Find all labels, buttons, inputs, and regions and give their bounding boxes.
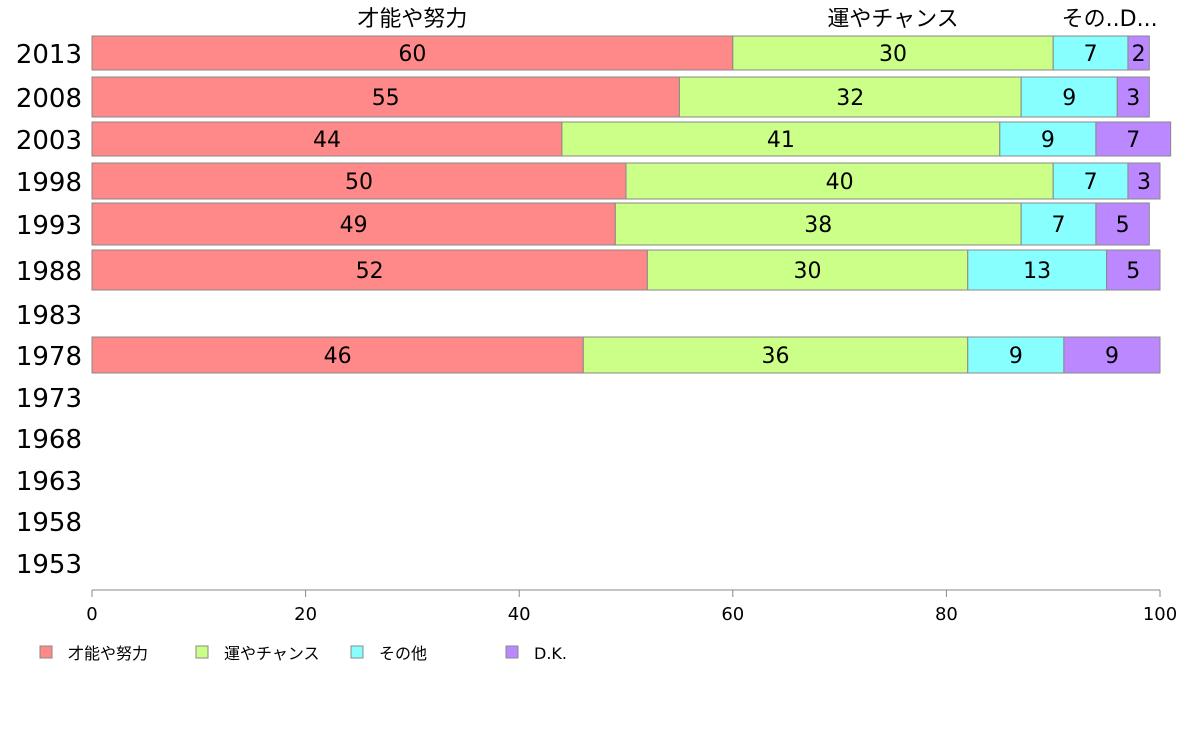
top-series-label: その.. [1062, 7, 1120, 32]
y-tick-label: 1998 [16, 168, 82, 198]
y-tick-label: 1973 [16, 384, 82, 414]
legend-swatch [505, 645, 519, 659]
data-label: 9 [1041, 128, 1055, 153]
bar-segment [1063, 336, 1161, 374]
legend-swatch [350, 645, 364, 659]
x-tick-label: 0 [86, 604, 97, 625]
data-label: 46 [324, 344, 352, 369]
data-label: 2 [1132, 42, 1146, 67]
data-label: 60 [398, 42, 426, 67]
data-label: 5 [1126, 259, 1140, 284]
data-label: 50 [345, 170, 373, 195]
y-axis-labels: 2013 2008 2003 1998 1993 1988 1983 1978 1973 1968… [16, 40, 82, 580]
top-series-label: 才能や努力 [357, 7, 467, 32]
bar-segment [1127, 162, 1161, 200]
bar-segment [91, 249, 648, 291]
y-tick-label: 1968 [16, 425, 82, 455]
legend-swatch [195, 645, 209, 659]
bar-segment [625, 162, 1054, 200]
bar-segment [91, 336, 584, 374]
y-tick-label: 2003 [16, 126, 82, 156]
bar-segment [91, 35, 734, 71]
data-label: 7 [1126, 128, 1140, 153]
data-label: 7 [1052, 213, 1066, 238]
data-label: 13 [1023, 259, 1051, 284]
data-label: 7 [1084, 170, 1098, 195]
bar-segment [91, 162, 627, 200]
y-tick-label: 1983 [16, 301, 82, 331]
data-label: 52 [356, 259, 384, 284]
legend-label: 才能や努力 [68, 644, 148, 663]
y-tick-label: 1978 [16, 342, 82, 372]
data-label: 32 [836, 86, 864, 111]
bar-segment [678, 76, 1022, 118]
legend-label: 運やチャンス [224, 644, 320, 663]
y-tick-label: 2008 [16, 84, 82, 114]
data-label: 40 [826, 170, 854, 195]
x-tick-label: 100 [1143, 604, 1177, 625]
x-tick-label: 80 [935, 604, 958, 625]
top-series-label: D... [1120, 7, 1158, 32]
y-tick-label: 1988 [16, 257, 82, 287]
x-axis: 0 20 40 60 80 100 [86, 589, 1177, 625]
x-tick-label: 20 [294, 604, 317, 625]
bar-segment [91, 121, 563, 157]
data-label: 41 [767, 128, 795, 153]
data-label: 30 [879, 42, 907, 67]
bar-segment [1052, 162, 1129, 200]
data-label: 49 [340, 213, 368, 238]
bar-segment [561, 121, 1001, 157]
legend-label: D.K. [534, 644, 567, 663]
bars: 60 30 7 255 32 9 344 41 9 750 40 7 349 38 7 552 30 13 546 3… [91, 35, 1172, 374]
bar-segment [1106, 249, 1161, 291]
x-tick-label: 60 [721, 604, 744, 625]
data-label: 3 [1126, 86, 1140, 111]
data-label: 5 [1116, 213, 1130, 238]
legend-swatch [39, 645, 53, 659]
data-label: 3 [1137, 170, 1151, 195]
y-tick-label: 1958 [16, 508, 82, 538]
data-label: 38 [804, 213, 832, 238]
bar-segment [1020, 202, 1097, 246]
bar-segment [1095, 202, 1150, 246]
bar-segment [732, 35, 1054, 71]
bar-segment [1020, 76, 1118, 118]
data-label: 55 [372, 86, 400, 111]
data-label: 9 [1105, 344, 1119, 369]
y-tick-label: 1963 [16, 467, 82, 497]
data-label: 36 [762, 344, 790, 369]
data-label: 9 [1009, 344, 1023, 369]
bar-segment [999, 121, 1097, 157]
y-tick-label: 1993 [16, 211, 82, 241]
top-series-label: 運やチャンス [827, 7, 958, 32]
legend-label: その他 [379, 644, 427, 663]
bar-segment [967, 249, 1108, 291]
bar-segment [1116, 76, 1150, 118]
bar-segment [967, 336, 1065, 374]
data-label: 7 [1084, 42, 1098, 67]
x-tick-label: 40 [508, 604, 531, 625]
data-label: 30 [794, 259, 822, 284]
legend: 才能や努力 運やチャンス その他 D.K. [39, 644, 567, 663]
y-tick-label: 2013 [16, 40, 82, 70]
data-label: 44 [313, 128, 341, 153]
bar-segment [646, 249, 969, 291]
bar-segment [91, 202, 616, 246]
top-series-labels: 才能や努力 運やチャンス その.. D... [357, 7, 1157, 32]
bar-segment [1052, 35, 1129, 71]
y-tick-label: 1953 [16, 550, 82, 580]
bar-segment [91, 76, 680, 118]
bar-segment [1127, 35, 1150, 71]
data-label: 9 [1062, 86, 1076, 111]
bar-segment [1095, 121, 1172, 157]
bar-segment [582, 336, 969, 374]
bar-segment [614, 202, 1022, 246]
